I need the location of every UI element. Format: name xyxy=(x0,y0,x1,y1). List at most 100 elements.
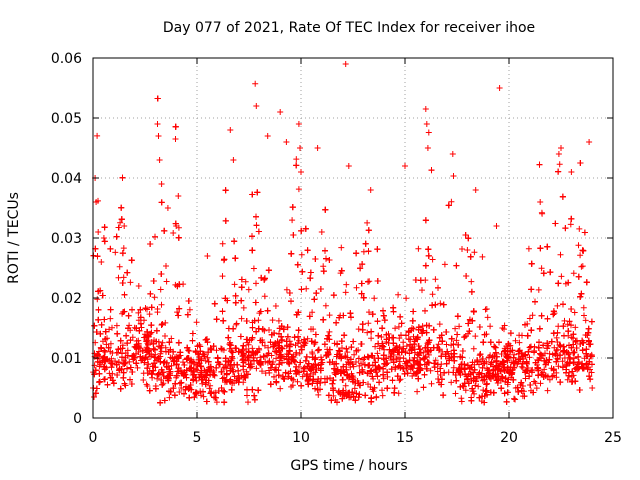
data-point xyxy=(425,339,432,346)
data-point xyxy=(319,359,326,366)
data-point xyxy=(459,348,466,354)
data-point xyxy=(338,267,345,274)
data-point xyxy=(154,372,161,378)
data-point xyxy=(280,326,287,333)
data-point xyxy=(401,370,408,377)
data-point xyxy=(277,385,284,392)
data-point xyxy=(110,380,117,387)
data-point xyxy=(94,358,101,365)
data-point xyxy=(184,344,191,351)
data-point xyxy=(522,321,528,328)
data-point xyxy=(415,343,422,349)
data-point xyxy=(438,353,445,360)
data-point xyxy=(288,250,295,257)
data-point xyxy=(359,261,366,268)
data-point xyxy=(94,253,101,260)
data-point xyxy=(101,238,108,245)
data-point xyxy=(322,206,329,213)
data-point xyxy=(511,395,518,402)
data-point xyxy=(247,361,254,367)
data-point xyxy=(360,379,367,386)
data-point xyxy=(518,379,525,386)
data-point xyxy=(425,348,432,355)
data-point xyxy=(163,278,170,285)
data-point xyxy=(294,378,301,385)
data-point xyxy=(398,320,405,327)
data-point xyxy=(181,362,188,368)
data-point xyxy=(397,376,404,383)
data-point xyxy=(512,337,519,344)
data-point xyxy=(298,286,305,293)
data-point xyxy=(485,370,492,377)
data-point xyxy=(577,160,584,166)
data-point xyxy=(570,341,577,348)
data-point xyxy=(336,314,343,321)
data-point xyxy=(524,365,531,371)
data-point xyxy=(100,235,107,241)
data-point xyxy=(549,351,556,358)
data-point xyxy=(218,384,225,391)
data-point xyxy=(326,257,333,263)
data-point xyxy=(441,369,448,376)
data-point xyxy=(279,359,285,366)
data-point xyxy=(97,330,104,337)
data-point xyxy=(178,370,185,377)
data-point xyxy=(507,330,514,337)
data-point xyxy=(438,381,445,388)
data-point xyxy=(293,156,300,163)
data-point xyxy=(515,350,522,357)
data-point xyxy=(528,260,535,267)
data-point xyxy=(506,370,513,377)
data-point xyxy=(339,395,346,402)
data-point xyxy=(101,357,108,364)
data-point xyxy=(436,334,443,341)
data-point xyxy=(323,255,329,262)
data-point xyxy=(356,391,363,398)
data-point xyxy=(253,328,260,335)
data-point xyxy=(476,394,483,401)
data-point xyxy=(219,346,225,353)
data-point xyxy=(195,356,202,363)
data-point xyxy=(218,345,224,352)
data-point xyxy=(249,233,255,240)
data-point xyxy=(257,308,264,315)
data-point xyxy=(519,383,526,389)
data-point xyxy=(391,389,398,396)
data-point xyxy=(410,308,417,315)
data-point xyxy=(340,312,347,319)
data-point xyxy=(564,376,571,383)
data-point xyxy=(415,375,422,382)
data-point xyxy=(424,359,431,366)
data-point xyxy=(173,372,180,379)
data-point xyxy=(473,378,479,385)
data-point xyxy=(157,358,164,365)
data-point xyxy=(531,349,537,356)
data-point xyxy=(414,334,421,341)
data-point xyxy=(315,391,322,398)
data-point xyxy=(355,394,362,401)
data-point xyxy=(133,345,140,351)
data-point xyxy=(204,354,211,361)
data-point xyxy=(422,307,428,314)
data-point xyxy=(472,382,479,389)
data-point xyxy=(379,325,386,332)
data-point xyxy=(579,347,586,354)
data-point xyxy=(535,372,542,379)
data-point xyxy=(213,399,220,406)
data-point xyxy=(353,250,360,257)
data-point xyxy=(189,337,196,344)
data-point xyxy=(334,351,341,358)
data-point xyxy=(324,335,331,342)
data-point xyxy=(231,281,238,288)
data-point xyxy=(288,383,295,390)
data-point xyxy=(288,298,294,305)
data-point xyxy=(526,354,533,361)
data-point xyxy=(151,294,158,301)
data-point xyxy=(107,315,114,322)
data-point xyxy=(225,334,232,341)
data-point xyxy=(526,344,533,351)
data-point xyxy=(227,342,234,349)
data-point xyxy=(448,335,455,342)
data-point xyxy=(267,381,274,388)
data-point xyxy=(518,363,525,370)
